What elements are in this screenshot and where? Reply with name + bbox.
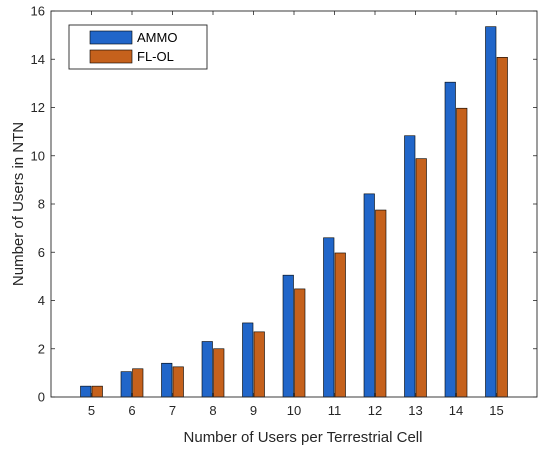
x-tick-label: 12 [368,403,382,418]
legend: AMMO FL-OL [68,24,208,70]
y-tick-label: 0 [38,390,45,405]
bar-ammo-11 [323,237,335,398]
x-tick-label: 5 [88,403,95,418]
bar-ammo-8 [201,341,213,398]
x-tick-label: 11 [328,403,342,418]
bar-ammo-10 [282,274,294,398]
x-tick-label: 9 [250,403,257,418]
plot-area [51,11,537,397]
x-ticks-group: 5 6 7 8 9 10 11 12 13 14 15 [88,11,504,418]
bar-fl-ol-5 [91,385,103,398]
x-axis-label: Number of Users per Terrestrial Cell [184,429,423,446]
bar-fl-ol-15 [496,57,508,398]
legend-label-fl-ol: FL-OL [137,49,174,64]
bar-ammo-15 [485,26,497,398]
bar-ammo-9 [242,322,254,398]
y-tick-label: 2 [38,341,45,356]
bar-ammo-7 [161,362,173,398]
x-tick-label: 15 [489,403,503,418]
x-tick-label: 6 [128,403,135,418]
bar-fl-ol-13 [415,158,427,398]
x-tick-label: 7 [169,403,176,418]
y-tick-label: 6 [38,245,45,260]
bar-ammo-6 [120,371,132,398]
bar-ammo-14 [444,81,456,398]
bar-fl-ol-11 [334,252,346,398]
bar-fl-ol-14 [456,107,468,398]
legend-swatch-ammo [89,30,133,45]
bar-fl-ol-12 [375,209,387,398]
y-tick-label: 14 [31,52,45,67]
y-tick-label: 4 [38,293,45,308]
bar-fl-ol-9 [253,331,265,398]
legend-swatch-fl-ol [89,49,133,64]
y-ticks-group: 0 2 4 6 8 10 12 14 16 [31,4,537,405]
x-tick-label: 10 [287,403,301,418]
bar-fl-ol-7 [172,366,184,398]
y-tick-label: 12 [31,100,45,115]
x-tick-label: 14 [449,403,463,418]
y-tick-label: 16 [31,4,45,19]
y-tick-label: 10 [31,148,45,163]
x-tick-label: 13 [408,403,422,418]
bar-ammo-13 [404,135,416,398]
bar-fl-ol-6 [132,368,144,398]
x-tick-label: 8 [209,403,216,418]
bar-fl-ol-8 [213,348,225,398]
y-tick-label: 8 [38,197,45,212]
legend-label-ammo: AMMO [137,30,177,45]
plot-background [51,11,537,397]
bar-fl-ol-10 [294,288,306,398]
bar-ammo-12 [363,193,375,398]
y-axis-label: Number of Users in NTN [10,122,27,286]
bar-ammo-5 [80,385,92,398]
